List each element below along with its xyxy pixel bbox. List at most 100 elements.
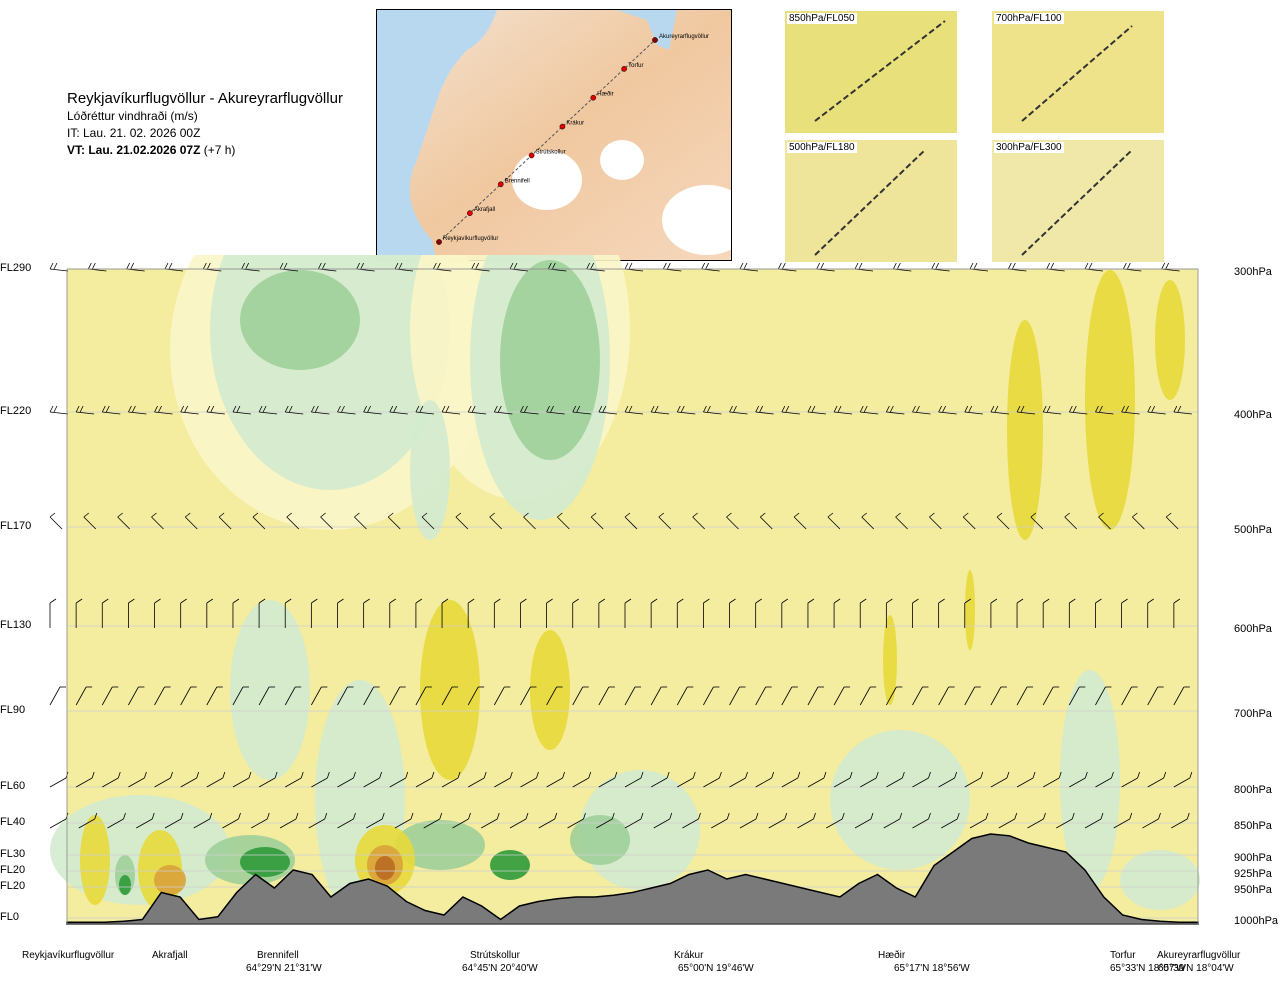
wind-barb: [337, 598, 344, 628]
wind-barb: [807, 405, 826, 415]
wind-barb: [826, 812, 845, 829]
wind-barb: [1016, 771, 1036, 788]
velocity-contour: [80, 815, 110, 905]
wind-barb: [308, 812, 328, 829]
wind-barb: [572, 598, 579, 628]
wind-barb: [912, 405, 931, 415]
velocity-contour: [883, 615, 897, 705]
map-route-line: [438, 39, 656, 243]
wind-barb: [75, 771, 95, 788]
wind-barb: [677, 771, 696, 788]
wind-barb: [1016, 405, 1036, 415]
wind-barb: [1042, 405, 1062, 415]
chart-title: Reykjavíkurflugvöllur - Akureyrarflugvöl…: [67, 90, 343, 107]
wind-barb: [320, 512, 333, 530]
wind-barb: [232, 598, 240, 628]
flight-level-label: FL170: [0, 520, 32, 532]
thumbnail-500[interactable]: 500hPa/FL180: [785, 140, 957, 262]
wind-barb: [886, 405, 905, 415]
wind-barb: [520, 771, 539, 788]
wind-barb: [781, 405, 800, 415]
route-point-name: Reykjavíkurflugvöllur: [22, 950, 115, 961]
wind-barb: [206, 598, 214, 628]
velocity-contour: [50, 795, 230, 905]
thumbnail-700[interactable]: 700hPa/FL100: [992, 11, 1164, 133]
wind-barb: [441, 598, 449, 628]
wind-barb: [75, 686, 93, 706]
wind-barb: [441, 405, 461, 415]
wind-barb: [859, 598, 867, 628]
wind-barb: [1069, 771, 1088, 788]
wind-barb: [493, 598, 501, 628]
wind-barb: [755, 598, 762, 628]
wind-barb: [883, 812, 903, 829]
wind-barb: [1042, 771, 1062, 788]
wind-barb: [180, 771, 200, 788]
wind-barb: [703, 686, 720, 706]
velocity-contour: [230, 600, 310, 780]
flight-level-label: FL60: [0, 780, 26, 792]
route-map: Akureyrarflugvöllur Torfur Hæðir Krákur Strú…: [376, 9, 732, 261]
wind-barb: [286, 512, 300, 530]
wind-barb: [964, 405, 983, 415]
wind-barb: [793, 512, 807, 530]
velocity-contour: [1060, 670, 1120, 890]
wind-barb: [624, 512, 638, 530]
wind-barb: [389, 598, 396, 628]
wind-barb: [337, 771, 356, 788]
wind-barb: [912, 812, 931, 829]
wind-barb: [711, 812, 730, 829]
thumbnail-850[interactable]: 850hPa/FL050: [785, 11, 957, 133]
wind-barb: [520, 405, 539, 415]
wind-barb: [1042, 598, 1050, 628]
wind-barb: [1171, 812, 1190, 829]
wind-barb: [49, 686, 66, 706]
wind-barb: [833, 598, 841, 628]
map-route-point: [436, 239, 442, 245]
map-place-label: Krákur: [566, 121, 584, 127]
wind-barb: [650, 686, 668, 706]
issue-time: IT: Lau. 21. 02. 2026 00Z: [67, 126, 201, 140]
pressure-label: 900hPa: [1234, 852, 1272, 864]
wind-barb: [1173, 405, 1192, 415]
wind-barb: [1173, 598, 1181, 628]
wind-barb: [912, 686, 929, 706]
wind-barb: [1098, 512, 1111, 530]
wind-barb: [101, 598, 109, 628]
map-place-label: Akureyrarflugvöllur: [659, 34, 709, 40]
wind-barb: [232, 771, 252, 788]
wind-barb: [206, 686, 223, 706]
wind-barb: [206, 771, 226, 788]
wind-barb: [258, 405, 278, 415]
wind-barb: [546, 771, 565, 788]
wind-barb: [1095, 771, 1114, 788]
wind-barb: [1173, 686, 1190, 706]
wind-barb: [729, 405, 748, 415]
wind-barb: [185, 512, 198, 530]
wind-barb: [180, 405, 199, 415]
velocity-contour: [490, 850, 530, 880]
wind-barb: [598, 771, 618, 788]
wind-barb: [1095, 598, 1102, 628]
thumbnail-300[interactable]: 300hPa/FL300: [992, 140, 1164, 262]
pressure-label: 1000hPa: [1234, 915, 1279, 927]
flight-level-label: FL0: [0, 911, 19, 923]
map-sea-west: [377, 10, 497, 260]
wind-barb: [49, 262, 69, 272]
wind-barb: [311, 405, 330, 415]
wind-barb: [941, 812, 960, 829]
wind-barb: [885, 598, 893, 628]
wind-barb: [912, 598, 919, 628]
velocity-contour: [375, 856, 395, 880]
map-place-label: Akrafjall: [474, 207, 495, 213]
wind-barb: [755, 771, 775, 788]
wind-barb: [1121, 771, 1140, 788]
wind-barb: [279, 812, 299, 829]
map-place-label: Brennifell: [505, 178, 530, 184]
wind-barb: [546, 598, 553, 628]
velocity-contour: [240, 270, 360, 370]
wind-barb: [218, 512, 232, 530]
wind-barb: [128, 686, 145, 706]
wind-barb: [729, 686, 746, 706]
wind-barb: [310, 598, 318, 628]
